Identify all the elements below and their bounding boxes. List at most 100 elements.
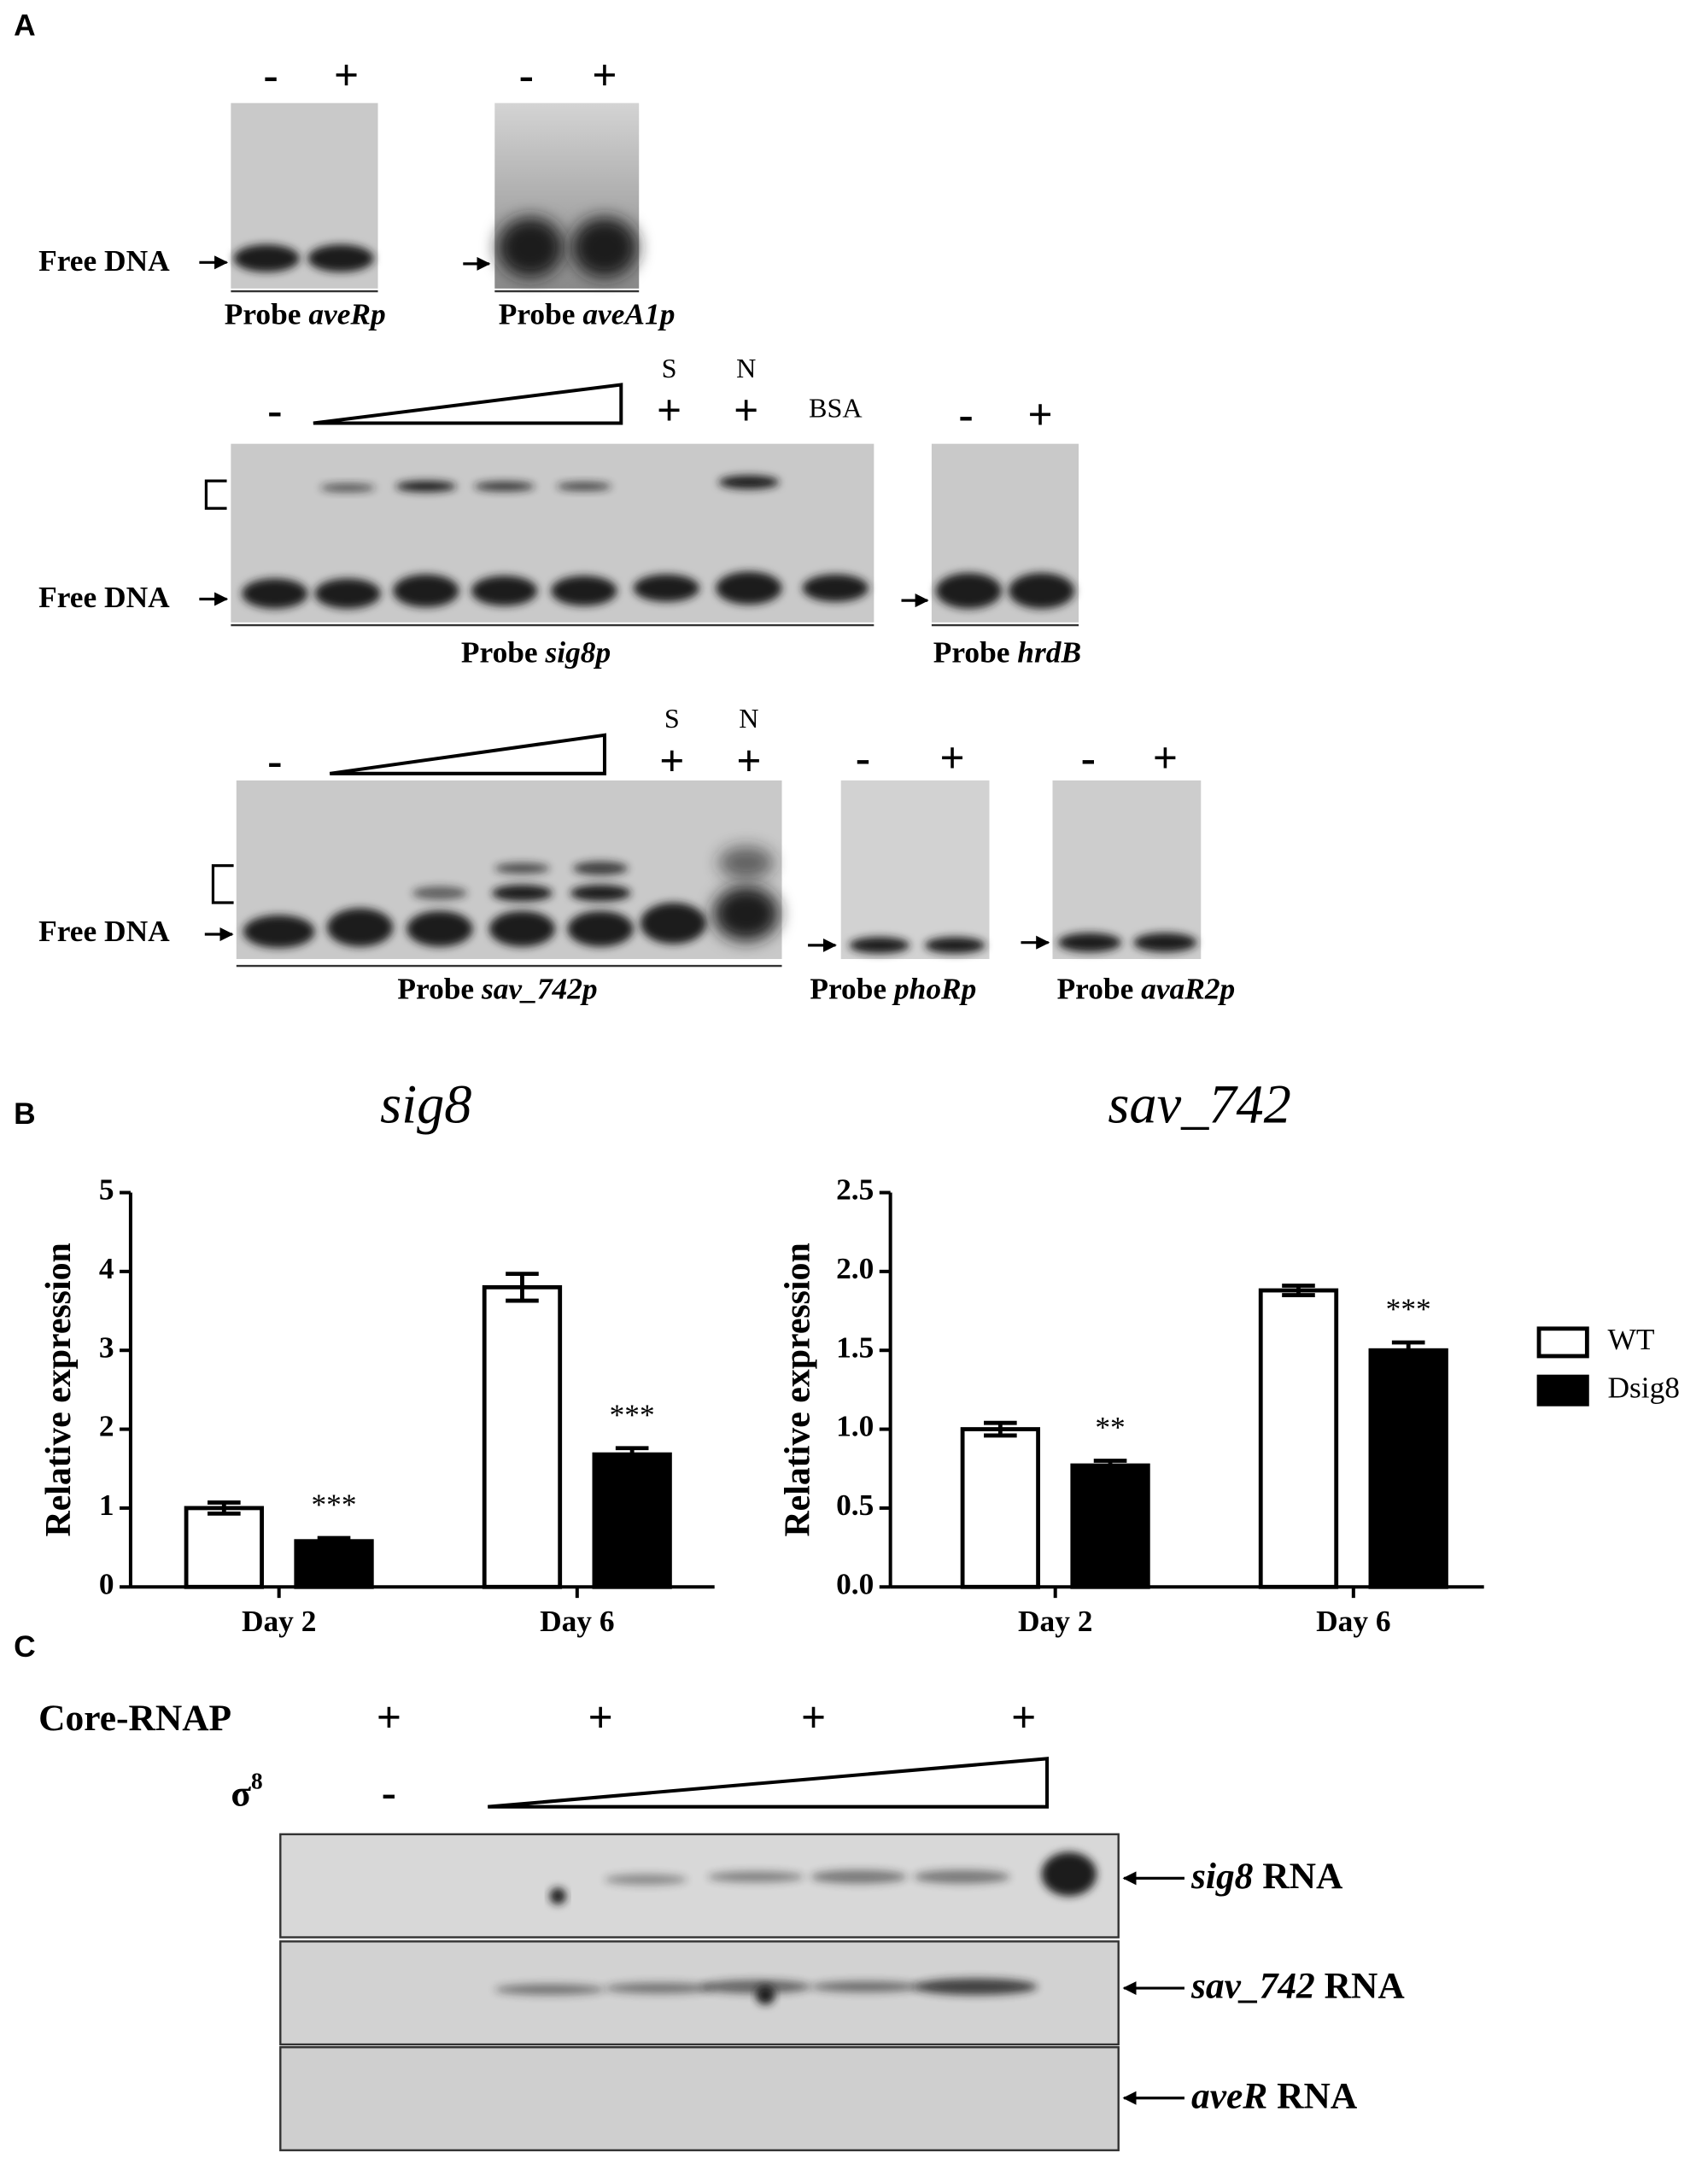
y-tick-label: 2.5 [836,1173,874,1207]
y-tick-label: 1.5 [836,1330,874,1364]
lane-label: + [1027,391,1052,440]
bands [243,846,780,949]
lane-label: + [657,387,681,436]
x-tick-label: Day 6 [540,1604,614,1638]
lane-label: + [334,51,359,100]
lane-label: - [267,387,282,436]
probe-prefix: Probe [933,635,1010,670]
bar [960,1427,1041,1589]
bracket [204,479,227,510]
lane-label: + [734,387,758,436]
rna-name: sav_742 [1190,1966,1315,2007]
y-tick-label: 1.0 [836,1409,874,1443]
significance-label: *** [312,1488,357,1522]
probe-prefix: Probe [225,297,301,331]
gel-avea1: - + Probe aveA1p [463,51,675,331]
band [233,244,300,272]
lane-label: - [1081,734,1096,783]
probe-label: Probe sig8p [461,635,611,670]
significance-label: ** [1095,1410,1125,1444]
lane-label: + [801,1693,826,1742]
bar [1368,1348,1448,1589]
y-tick-label: 2.0 [836,1251,874,1285]
probe-label: Probe aveA1p [499,297,676,331]
probe-label: Probe aveRp [225,297,386,331]
bar [482,1284,563,1589]
error-bar [506,1272,539,1303]
competitor-label: S [664,703,680,734]
rna-suffix: RNA [1262,1856,1343,1897]
error-bar [317,1535,351,1547]
blot-label: sav_742 RNA [1190,1966,1405,2007]
y-tick-label: 4 [99,1251,114,1285]
lane-label: - [959,391,974,440]
probe-prefix: Probe [810,972,886,1006]
rna-name: aveR [1191,2075,1267,2116]
bar [294,1539,374,1589]
x-tick-label: Day 2 [242,1604,316,1638]
legend-label: WT [1607,1322,1654,1356]
y-tick-label: 3 [99,1330,114,1364]
lane-label: + [377,1693,401,1742]
probe-name: aveRp [308,297,385,331]
y-tick-label: 0.0 [836,1566,874,1600]
legend-label: Dsig8 [1607,1370,1680,1404]
gel-image [1052,780,1202,960]
y-tick-label: 2 [99,1409,114,1443]
gel-phor: - + Probe phoRp [808,734,990,1006]
probe-name: hrdB [1017,635,1081,670]
core-rnap-label: Core-RNAP [38,1698,231,1739]
legend-swatch [1536,1326,1589,1359]
sigma-symbol: σ [231,1773,251,1814]
free-dna-label: Free DNA [38,914,170,948]
charts: sig8 Relative expression 0 1 2 3 4 5 Day 2 Day 6 *… [39,1074,1680,1638]
gel-image [840,780,990,960]
blot-sig8: sig8 RNA [279,1833,1343,1939]
band [935,572,1002,609]
blot-label: sig8 RNA [1190,1856,1343,1897]
competitor-label: N [736,353,756,383]
y-tick-label: 0 [99,1566,114,1600]
bar [1258,1288,1339,1589]
error-bar [1282,1284,1315,1297]
lane-label: - [382,1769,396,1817]
error-bar [1093,1459,1127,1473]
error-bar [1391,1340,1425,1360]
competitor-label: N [739,703,758,734]
chart-title: sig8 [380,1074,471,1135]
blot-image [279,2046,1120,2152]
gel-avar2: - + Probe avaR2p [1021,734,1235,1006]
band [307,244,374,272]
blot-image [279,1940,1120,2046]
bar [184,1506,264,1589]
rna-suffix: RNA [1325,1966,1406,2007]
rna-suffix: RNA [1277,2075,1358,2116]
gradient-triangle [329,733,606,775]
probe-prefix: Probe [499,297,576,331]
lane-label: + [1011,1693,1036,1742]
gradient-triangle [488,1757,1050,1809]
lane-label: - [519,51,534,100]
x-tick-label: Day 6 [1316,1604,1390,1638]
lane-label: + [939,734,964,783]
probe-label: Probe avaR2p [1057,972,1236,1006]
probe-prefix: Probe [461,635,538,670]
band [571,217,638,278]
probe-name: aveA1p [582,297,675,331]
bands [242,475,869,609]
band [849,937,910,954]
probe-prefix: Probe [397,972,474,1006]
blot-image [279,1833,1120,1939]
free-dna-label: Free DNA [38,243,170,278]
chart-title: sav_742 [1108,1074,1290,1135]
band [1057,933,1121,952]
competitor-label: S [662,353,677,383]
lane-label: + [592,51,617,100]
blot-aver: aveR RNA [279,2046,1358,2152]
free-dna-label: Free DNA [38,580,170,614]
legend-swatch [1536,1374,1589,1407]
gel-hrdb: - + Probe hrdB [901,391,1081,670]
sigma-superscript: 8 [251,1769,263,1794]
probe-name: avaR2p [1141,972,1235,1006]
